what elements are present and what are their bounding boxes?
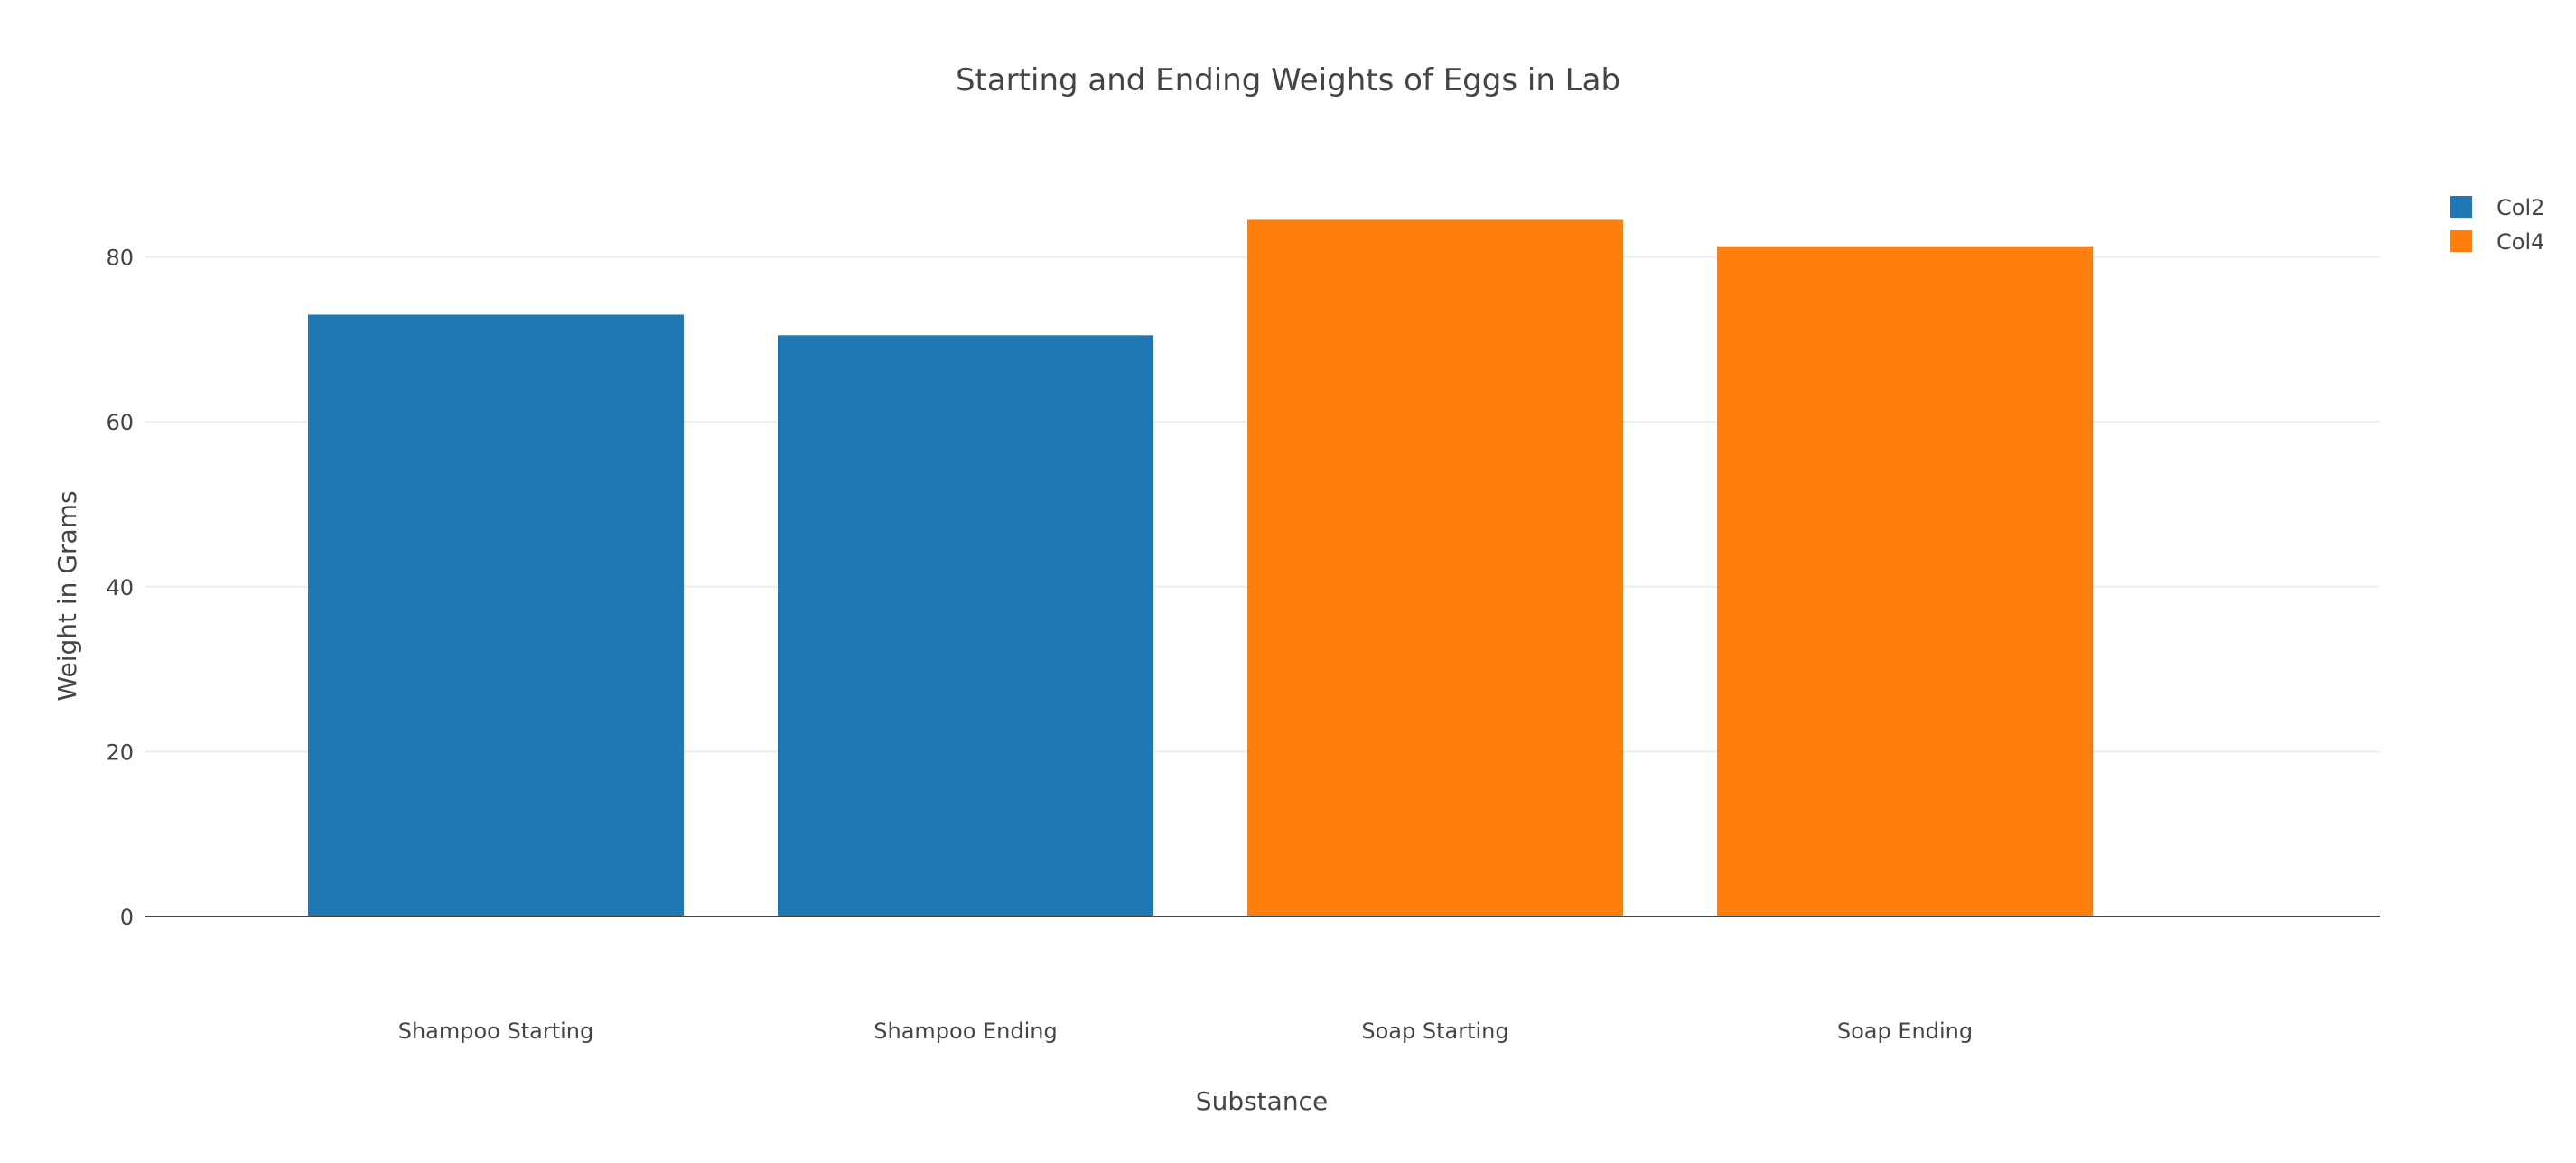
x-tick-label: Shampoo Ending	[873, 1019, 1057, 1044]
y-tick-label: 0	[120, 905, 134, 930]
y-tick-label: 80	[106, 246, 134, 271]
bar-col2-shampoo-ending[interactable]	[778, 335, 1153, 917]
bar-col4-soap-starting[interactable]	[1247, 219, 1623, 916]
y-axis-label: Weight in Grams	[52, 490, 82, 701]
legend-item[interactable]: Col4	[2450, 229, 2544, 255]
bars	[308, 219, 2093, 917]
x-tick-label: Soap Starting	[1361, 1019, 1508, 1044]
x-tick-label: Soap Ending	[1837, 1019, 1973, 1044]
legend-swatch	[2450, 230, 2472, 252]
y-tick-label: 40	[106, 575, 134, 600]
y-tick-label: 20	[106, 740, 134, 765]
legend-item[interactable]: Col2	[2450, 195, 2544, 220]
x-axis-ticks: Shampoo Starting Shampoo Ending Soap Start…	[398, 1019, 1973, 1044]
x-axis-label: Substance	[1196, 1086, 1328, 1116]
bar-col2-shampoo-starting[interactable]	[308, 314, 684, 916]
legend[interactable]: Col2 Col4	[2450, 195, 2544, 255]
legend-swatch	[2450, 196, 2472, 218]
y-axis-ticks: 0 20 40 60 80	[106, 246, 134, 930]
x-tick-label: Shampoo Starting	[398, 1019, 594, 1044]
bar-col4-soap-ending[interactable]	[1717, 246, 2093, 916]
chart-title: Starting and Ending Weights of Eggs in L…	[956, 62, 1620, 98]
legend-label: Col2	[2497, 195, 2544, 220]
y-tick-label: 60	[106, 410, 134, 435]
legend-label: Col4	[2497, 229, 2544, 255]
